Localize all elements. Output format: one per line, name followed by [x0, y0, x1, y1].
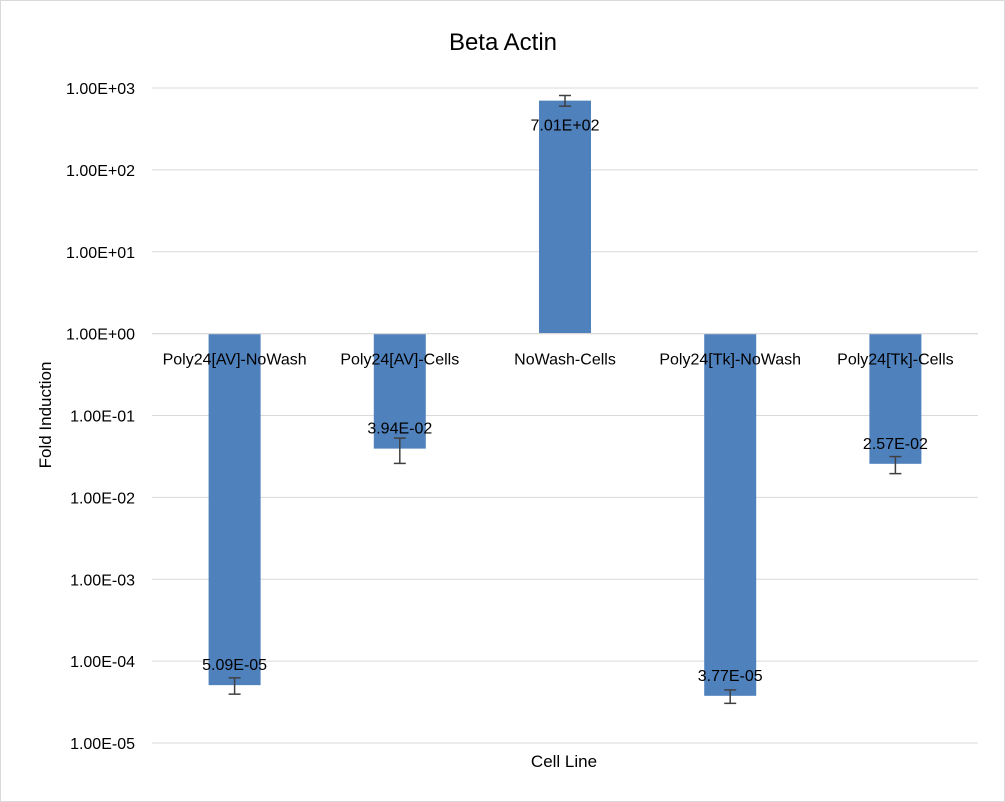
data-label: 2.57E-02	[863, 436, 928, 453]
category-label: Poly24[AV]-NoWash	[163, 352, 307, 369]
y-tick-label: 1.00E+02	[66, 163, 135, 180]
bar	[539, 100, 591, 334]
y-tick-label: 1.00E-02	[70, 490, 135, 507]
category-label: NoWash-Cells	[514, 352, 616, 369]
bar	[373, 333, 426, 449]
y-tick-label: 1.00E+03	[66, 81, 135, 98]
data-label: 7.01E+02	[531, 118, 600, 135]
chart-title: Beta Actin	[449, 29, 557, 56]
category-label: Poly24[Tk]-NoWash	[659, 352, 801, 369]
y-tick-label: 1.00E-05	[70, 736, 135, 753]
error-bars	[228, 94, 902, 705]
data-label: 5.09E-05	[202, 657, 267, 674]
y-axis-title: Fold Induction	[36, 362, 55, 469]
category-label: Poly24[Tk]-Cells	[837, 352, 953, 369]
error-bar	[889, 455, 902, 475]
y-tick-label: 1.00E+00	[66, 327, 135, 344]
error-bar	[724, 689, 737, 705]
y-tick-label: 1.00E+01	[66, 245, 135, 262]
bar	[704, 333, 757, 696]
error-bar	[393, 437, 406, 465]
category-labels: Poly24[AV]-NoWash Poly24[AV]-Cells NoWash-…	[163, 352, 954, 369]
bars	[208, 100, 922, 696]
error-bar	[559, 94, 571, 107]
y-axis-tick-labels: 1.00E+03 1.00E+02 1.00E+01 1.00E+00 1.00E-01…	[66, 81, 135, 753]
bar	[869, 333, 922, 464]
error-bar	[228, 677, 241, 695]
bar	[208, 333, 261, 686]
data-labels: 5.09E-05 3.94E-02 7.01E+02 3.77E-05 2.57E-02	[202, 118, 928, 685]
y-tick-label: 1.00E-03	[70, 572, 135, 589]
x-axis-title: Cell Line	[531, 752, 597, 771]
data-label: 3.77E-05	[698, 668, 763, 685]
data-label: 3.94E-02	[367, 421, 432, 438]
y-tick-label: 1.00E-04	[70, 654, 135, 671]
y-tick-label: 1.00E-01	[70, 409, 135, 426]
category-label: Poly24[AV]-Cells	[340, 352, 459, 369]
